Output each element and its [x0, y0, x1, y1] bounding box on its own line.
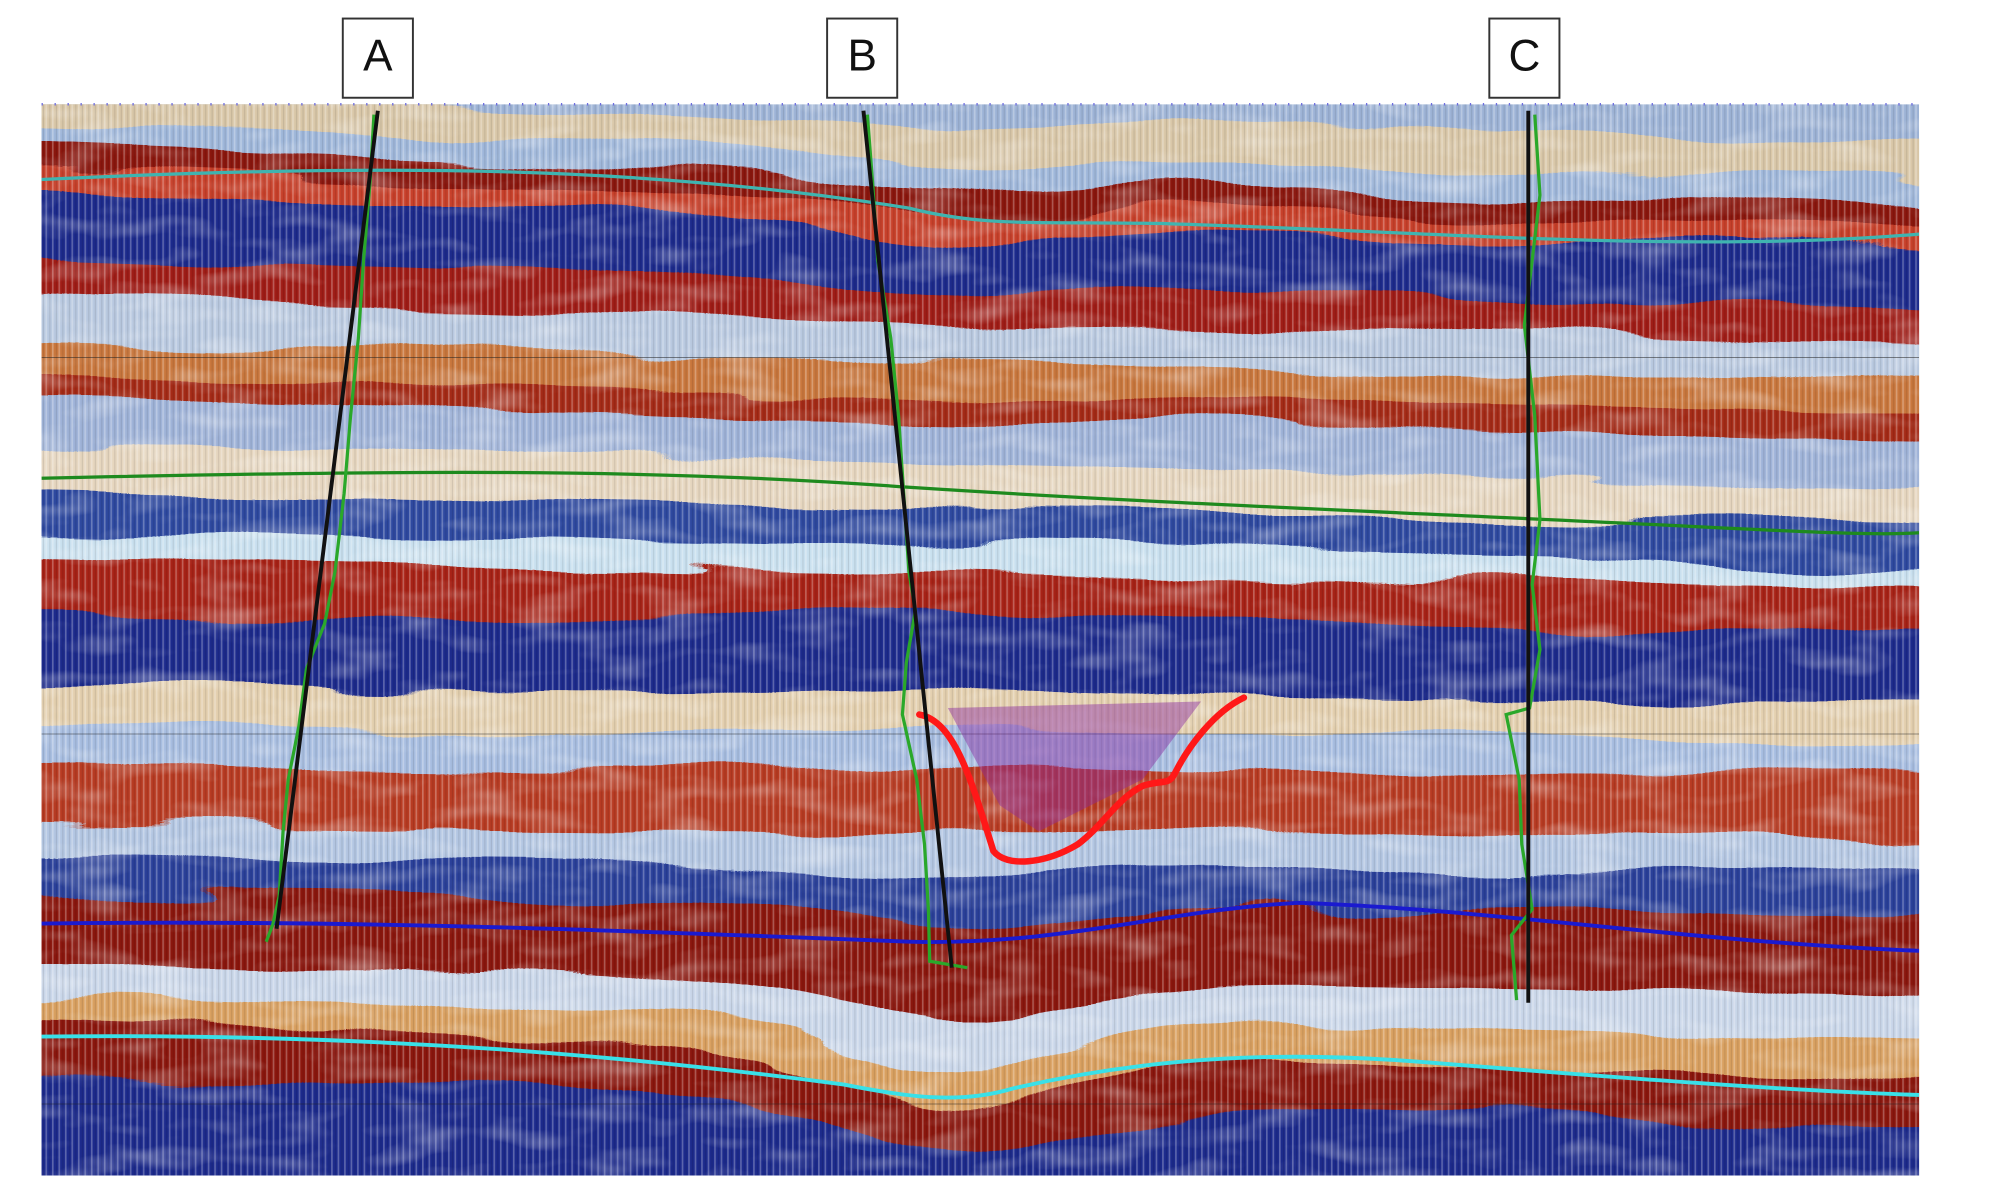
- horizon: [41, 168, 1920, 244]
- well-label-box: [341, 17, 414, 99]
- seismic-section: [41, 104, 1920, 1176]
- horizon: [41, 900, 1920, 953]
- anomaly-area: [947, 701, 1202, 832]
- horizon: [41, 470, 1920, 536]
- anomaly-outline: [916, 694, 1248, 865]
- well-log: [264, 114, 376, 943]
- well-path: [861, 110, 954, 968]
- well-path: [274, 110, 380, 929]
- well-label-box: [1488, 17, 1561, 99]
- trace-overlay: [41, 104, 1920, 1176]
- well-label: C: [1508, 31, 1540, 80]
- well-label: A: [363, 31, 393, 80]
- well-label: B: [847, 31, 876, 80]
- well-label-box: [826, 17, 899, 99]
- horizon: [41, 1034, 1920, 1100]
